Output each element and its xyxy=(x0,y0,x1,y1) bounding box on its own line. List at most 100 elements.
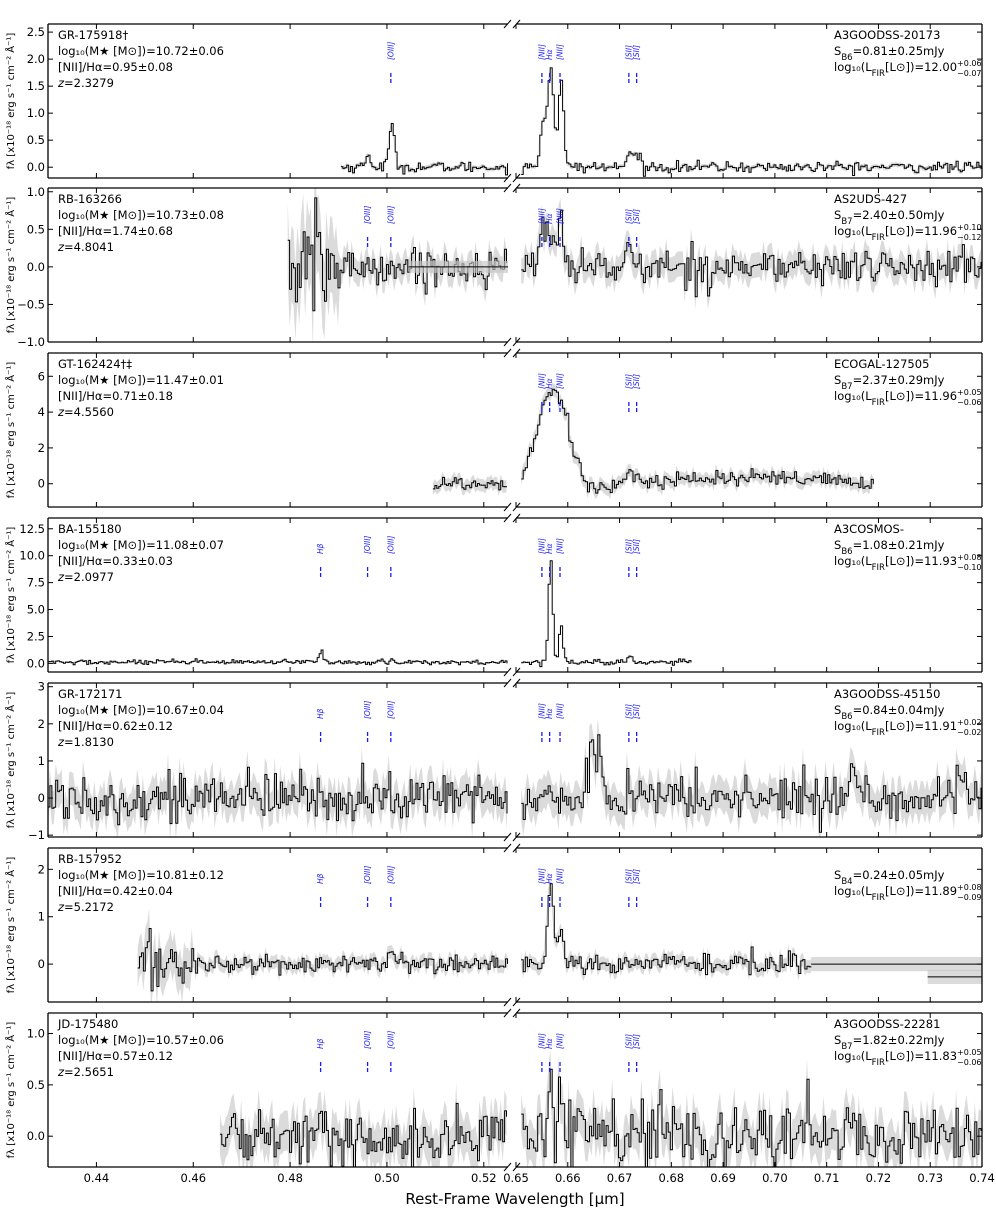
spectrum-panel: 0.0 0.5 1.0 fλ [x10⁻¹⁸ erg s⁻¹ cm⁻² Å⁻¹] Hβ [… xyxy=(4,1008,983,1172)
spectrum-panel: 0.0 0.5 1.0 1.5 2.0 2.5 fλ [x10⁻¹⁸ erg s⁻¹ cm⁻… xyxy=(4,19,983,183)
axis-break-mark xyxy=(503,667,512,677)
error-band xyxy=(521,1049,981,1167)
emission-line-label: Hα xyxy=(545,213,554,224)
x-tick-label: 0.46 xyxy=(180,1171,206,1185)
axis-break-mark xyxy=(503,997,512,1007)
alma-info: AS2UDS-427 SB7=2.40±0.50mJylog₁₀(LFIR[L⊙]… xyxy=(834,192,982,243)
axis-break-mark xyxy=(503,173,512,183)
emission-line-label: [SII] xyxy=(624,374,633,389)
y-tick-label: 5.0 xyxy=(27,603,45,617)
spectrum-line xyxy=(521,883,812,976)
fir-luminosity-error-low: −0.07 xyxy=(957,69,982,78)
redshift: z=4.5560 xyxy=(57,405,114,419)
emission-line-label: [SII] xyxy=(624,209,633,224)
stellar-mass: log₁₀(M★ [M⊙])=11.08±0.07 xyxy=(58,538,224,552)
galaxy-info: JD-175480 log₁₀(M★ [M⊙])=10.57±0.06 [NII]/… xyxy=(57,1017,224,1079)
emission-line-label: [OIII] xyxy=(386,42,395,60)
error-band xyxy=(521,198,981,310)
emission-line-label: [SII] xyxy=(632,45,641,60)
error-band xyxy=(521,65,981,178)
y-tick-label: 2.0 xyxy=(27,52,45,66)
nii-ha-ratio: [NII]/Hα=0.71±0.18 xyxy=(58,389,173,403)
emission-line-label: [SII] xyxy=(632,869,641,884)
x-axis-label: Rest-Frame Wavelength [μm] xyxy=(405,1190,624,1208)
spectrum-data xyxy=(340,65,982,178)
spectrum-line xyxy=(48,762,508,826)
axis-break-mark xyxy=(503,1008,512,1018)
redshift: z=2.0977 xyxy=(57,570,114,584)
emission-line-label: [NII] xyxy=(556,538,565,554)
emission-line-label: [OIII] xyxy=(386,536,395,554)
fir-luminosity-error-low: −0.02 xyxy=(957,728,982,737)
x-tick-label: 0.70 xyxy=(762,1171,788,1185)
x-tick-label: 0.69 xyxy=(710,1171,736,1185)
axis-break-mark xyxy=(503,183,512,193)
emission-line-label: Hβ xyxy=(316,543,325,554)
emission-line-label: [SII] xyxy=(624,869,633,884)
stellar-mass: log₁₀(M★ [M⊙])=10.57±0.06 xyxy=(58,1033,224,1047)
emission-line-markers: Hβ [OIII] [OIII] [NII]Hα [NII] [SII][SII] xyxy=(316,536,641,578)
fir-luminosity-error-low: −0.09 xyxy=(957,893,982,902)
y-tick-label: 2.5 xyxy=(27,629,45,643)
y-tick-label: 2 xyxy=(38,441,45,455)
x-tick-label: 0.65 xyxy=(503,1171,529,1185)
spectrum-data xyxy=(48,559,692,668)
axis-break-mark xyxy=(503,1162,512,1172)
axis-break-mark xyxy=(503,19,512,29)
fir-luminosity-error-low: −0.06 xyxy=(957,398,982,407)
alma-id: A3GOODSS-20173 xyxy=(834,28,940,42)
emission-line-label: [NII] xyxy=(556,868,565,884)
galaxy-id: GT-162424†‡ xyxy=(58,357,132,371)
alma-id: A3GOODSS-22281 xyxy=(834,1017,940,1031)
emission-line-label: [OIII] xyxy=(363,701,372,719)
galaxy-info: RB-163266 log₁₀(M★ [M⊙])=10.73±0.08 [NII]/… xyxy=(57,192,224,254)
galaxy-id: GR-172171 xyxy=(58,687,123,701)
emission-line-label: [NII] xyxy=(556,373,565,389)
x-tick-label: 0.48 xyxy=(277,1171,303,1185)
spectrum-line xyxy=(521,388,874,494)
alma-info: A3GOODSS-20173 SB6=0.81±0.25mJylog₁₀(LFIR… xyxy=(834,28,982,79)
y-tick-label: 1.5 xyxy=(27,79,45,93)
redshift: z=2.3279 xyxy=(57,76,114,90)
y-axis-label: fλ [x10⁻¹⁸ erg s⁻¹ cm⁻² Å⁻¹] xyxy=(4,33,17,170)
nii-ha-ratio: [NII]/Hα=1.74±0.68 xyxy=(58,224,173,238)
y-tick-label: −1.0 xyxy=(17,335,45,349)
y-tick-label: 7.5 xyxy=(27,576,45,590)
emission-line-label: [SII] xyxy=(624,704,633,719)
redshift: z=2.5651 xyxy=(57,1065,114,1079)
emission-line-label: [NII] xyxy=(556,703,565,719)
galaxy-info: RB-157952 log₁₀(M★ [M⊙])=10.81±0.12 [NII]/… xyxy=(57,852,224,914)
y-tick-label: 2 xyxy=(38,717,45,731)
y-tick-label: 0.0 xyxy=(27,260,45,274)
alma-id: ECOGAL-127505 xyxy=(834,357,929,371)
y-axis-label: fλ [x10⁻¹⁸ erg s⁻¹ cm⁻² Å⁻¹] xyxy=(4,857,17,994)
alma-info: A3GOODSS-45150 SB6=0.84±0.04mJylog₁₀(LFIR… xyxy=(834,687,982,738)
fir-luminosity: log₁₀(LFIR[L⊙])=11.91+0.02 xyxy=(834,718,982,738)
emission-line-markers: Hβ [OIII] [OIII] [NII]Hα [NII] [SII][SII] xyxy=(316,701,641,743)
emission-line-label: [SII] xyxy=(632,209,641,224)
emission-line-label: Hα xyxy=(545,378,554,389)
emission-line-label: Hβ xyxy=(316,1038,325,1049)
x-tick-label: 0.67 xyxy=(607,1171,633,1185)
emission-line-label: [OIII] xyxy=(386,1031,395,1049)
emission-line-label: [NII] xyxy=(537,868,546,884)
stellar-mass: log₁₀(M★ [M⊙])=11.47±0.01 xyxy=(58,373,224,387)
y-axis-label: fλ [x10⁻¹⁸ erg s⁻¹ cm⁻² Å⁻¹] xyxy=(4,527,17,664)
y-tick-label: 2.5 xyxy=(27,25,45,39)
spectrum-data xyxy=(137,877,982,1002)
alma-id: A3GOODSS-45150 xyxy=(834,687,940,701)
fir-luminosity: log₁₀(LFIR[L⊙])=11.96+0.10 xyxy=(834,223,982,243)
spectrum-line xyxy=(48,649,508,666)
x-tick-label: 0.52 xyxy=(471,1171,497,1185)
x-tick-label: 0.74 xyxy=(969,1171,995,1185)
y-tick-label: −1 xyxy=(28,828,45,842)
axis-break-mark xyxy=(503,348,512,358)
y-tick-label: 0.0 xyxy=(27,656,45,670)
x-tick-label: 0.50 xyxy=(374,1171,400,1185)
error-band xyxy=(137,908,508,1002)
alma-info: SB4=0.24±0.05mJylog₁₀(LFIR[L⊙])=11.89+0.… xyxy=(834,868,982,903)
y-tick-label: −0.5 xyxy=(17,297,45,311)
emission-line-label: Hα xyxy=(545,49,554,60)
spectrum-line xyxy=(521,1068,982,1167)
y-tick-label: 4 xyxy=(38,405,45,419)
